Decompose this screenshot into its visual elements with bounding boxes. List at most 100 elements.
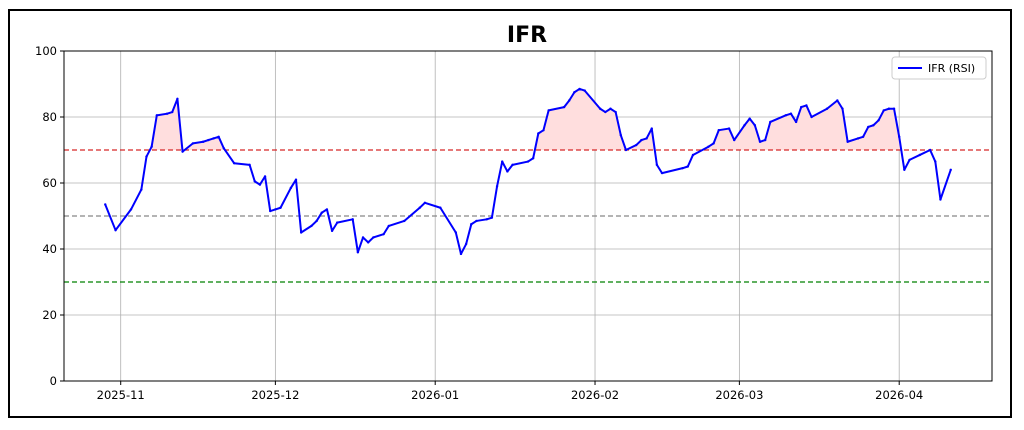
rsi-point <box>949 168 952 171</box>
rsi-point <box>526 160 530 163</box>
rsi-point <box>717 129 720 132</box>
rsi-point <box>542 129 545 132</box>
rsi-point <box>165 112 169 115</box>
rsi-point <box>258 183 262 186</box>
legend-box <box>891 56 987 80</box>
rsi-point <box>361 236 365 239</box>
rsi-point <box>140 188 143 191</box>
chart-frame <box>8 9 1012 418</box>
rsi-point <box>336 221 339 224</box>
rsi-point <box>171 110 174 114</box>
rsi-point <box>598 107 602 110</box>
rsi-point <box>191 142 195 145</box>
rsi-point <box>619 133 622 137</box>
rsi-point <box>356 251 360 254</box>
rsi-point <box>470 223 473 226</box>
rsi-point <box>908 158 911 162</box>
rsi-point <box>274 208 277 211</box>
rsi-point <box>495 185 499 188</box>
x-tick-label: 2026-02 <box>571 388 619 402</box>
rsi-point <box>743 124 746 127</box>
rsi-point <box>867 125 870 129</box>
rsi-point <box>490 216 494 219</box>
rsi-point <box>681 166 684 170</box>
rsi-point <box>789 112 793 115</box>
rsi-point <box>882 109 885 112</box>
rsi-point <box>810 115 813 119</box>
rsi-point <box>464 242 468 246</box>
rsi-point <box>439 206 442 209</box>
rsi-point <box>387 224 390 228</box>
legend-label: IFR (RSI) <box>928 62 975 75</box>
rsi-point <box>609 107 612 110</box>
rsi-point <box>614 110 617 114</box>
rsi-point <box>547 109 550 112</box>
legend: IFR (RSI) <box>891 56 987 80</box>
rsi-point <box>129 208 133 211</box>
rsi-point <box>294 178 298 181</box>
rsi-point <box>207 138 210 142</box>
rsi-line <box>104 87 952 255</box>
rsi-point <box>825 107 829 110</box>
rsi-point <box>269 209 272 213</box>
overbought-fill <box>149 88 902 150</box>
x-tick-label: 2025-12 <box>251 388 299 402</box>
rsi-point <box>501 160 504 163</box>
rsi-point <box>573 91 576 94</box>
rsi-point <box>660 171 664 175</box>
rsi-point <box>753 124 757 127</box>
rsi-point <box>939 198 942 201</box>
rsi-point <box>372 236 375 239</box>
rsi-point <box>176 97 179 101</box>
rsi-point <box>645 137 648 140</box>
chart-title: IFR <box>507 23 547 48</box>
rsi-point <box>217 135 220 138</box>
rsi-point <box>351 218 354 221</box>
rsi-point <box>145 155 148 158</box>
overbought-region <box>149 98 183 150</box>
rsi-point <box>315 219 318 223</box>
rsi-point <box>805 104 808 107</box>
rsi-point <box>918 153 922 157</box>
rsi-point <box>212 137 215 140</box>
rsi-point <box>423 201 427 204</box>
rsi-point <box>537 132 540 135</box>
rsi-point <box>712 142 715 145</box>
rsi-point <box>928 148 932 152</box>
rsi-point <box>841 107 844 110</box>
rsi-point <box>655 163 659 167</box>
rsi-point <box>604 110 607 114</box>
rsi-point <box>733 138 736 142</box>
series-layer <box>104 87 952 256</box>
rsi-point <box>887 107 891 110</box>
rsi-point <box>155 114 158 117</box>
y-tick-label: 0 <box>50 374 57 388</box>
rsi-point <box>454 231 458 234</box>
y-tick-label: 60 <box>42 176 57 190</box>
rsi-point <box>624 148 628 152</box>
rsi-point <box>320 211 323 214</box>
y-tick-label: 40 <box>42 242 57 256</box>
rsi-point <box>568 99 571 102</box>
rsi-point <box>934 160 937 163</box>
rsi-point <box>748 117 751 120</box>
rsi-point <box>150 145 153 148</box>
rsi-point <box>114 228 117 232</box>
rsi-point <box>531 157 535 160</box>
rsi-point <box>330 229 334 233</box>
rsi-point <box>403 219 406 223</box>
rsi-point <box>650 127 653 130</box>
rsi-point <box>898 135 901 138</box>
rsi-point <box>856 137 860 140</box>
rsi-point <box>794 120 798 124</box>
rsi-point <box>784 114 787 117</box>
rsi-point <box>506 170 509 173</box>
rsi-point <box>758 140 762 143</box>
rsi-point <box>366 241 370 244</box>
rsi-point <box>562 105 566 109</box>
rsi-point <box>289 186 293 190</box>
rsi-point <box>202 140 205 143</box>
rsi-point <box>310 224 313 228</box>
rsi-point <box>846 140 849 143</box>
rsi-point <box>686 165 690 168</box>
